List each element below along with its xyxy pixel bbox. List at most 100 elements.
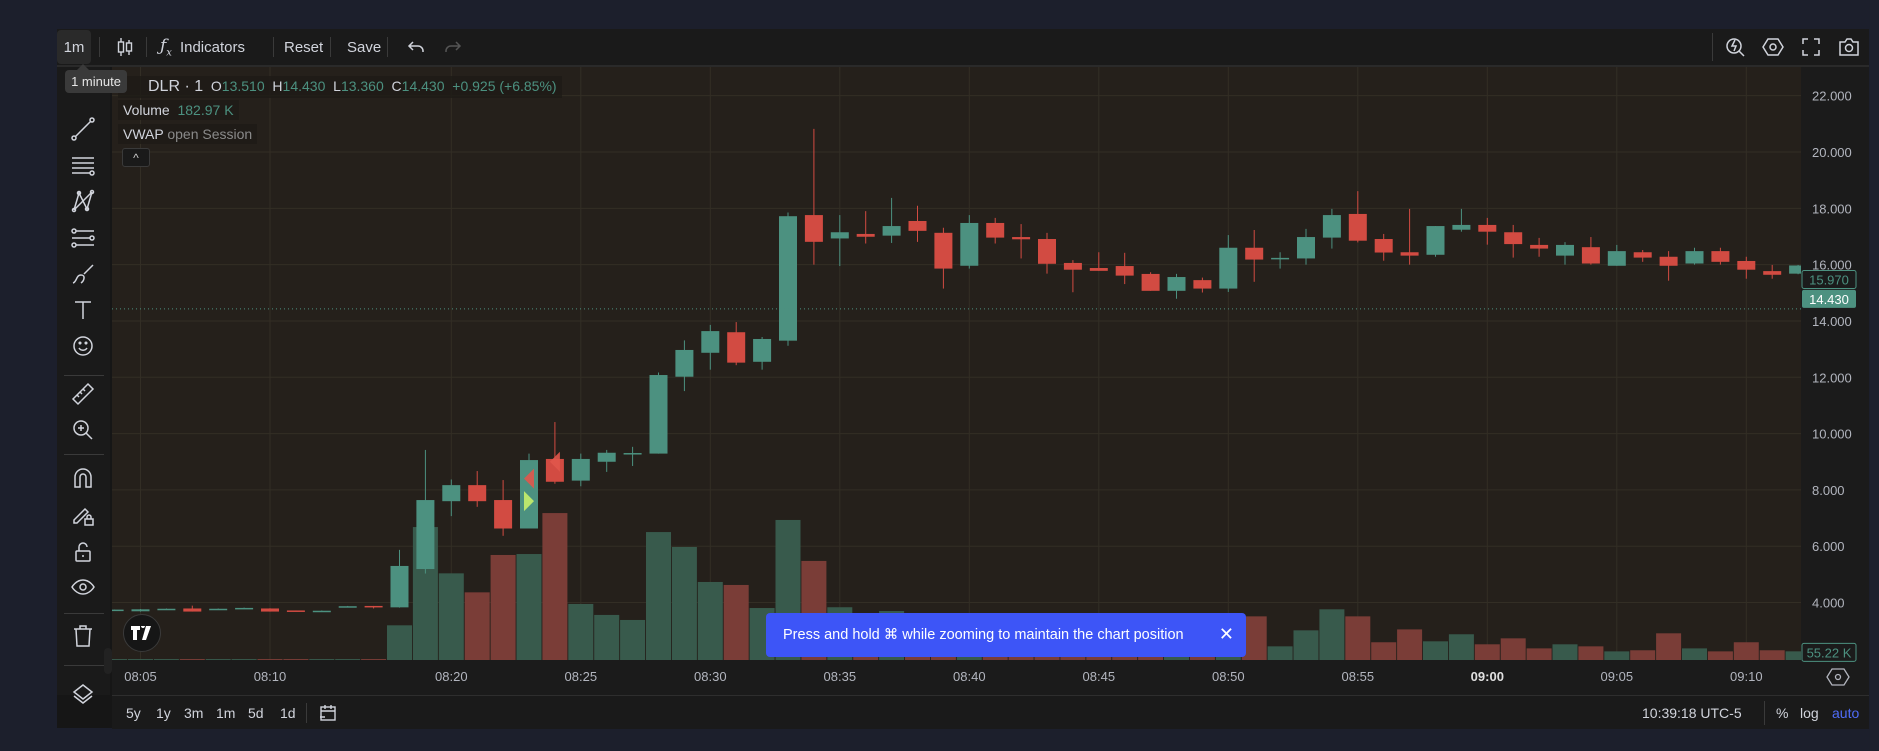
fullscreen-button[interactable] bbox=[1800, 29, 1822, 65]
horizontal-lines-tool[interactable] bbox=[68, 150, 98, 180]
symbol-legend[interactable]: DLR · 1 O13.510 H14.430 L13.360 C14.430 … bbox=[118, 76, 562, 98]
candle-body bbox=[364, 605, 383, 608]
time-tick-label: 08:25 bbox=[565, 669, 598, 684]
pattern-tool[interactable] bbox=[68, 186, 98, 216]
close-label: C bbox=[391, 78, 402, 94]
candle-body bbox=[416, 500, 435, 570]
magnet-tool[interactable] bbox=[68, 463, 98, 493]
interval-label: 1m bbox=[63, 38, 85, 56]
auto-toggle[interactable]: auto bbox=[1832, 704, 1860, 721]
tradingview-logo[interactable] bbox=[123, 614, 161, 652]
fx-icon: ƒx bbox=[160, 35, 172, 59]
axis-settings-icon bbox=[1826, 668, 1850, 686]
vwap-legend[interactable]: VWAP open Session bbox=[118, 124, 258, 144]
price-tick-label: 20.000 bbox=[1812, 145, 1852, 160]
volume-bar bbox=[671, 546, 697, 660]
time-tick-label: 08:45 bbox=[1083, 669, 1116, 684]
volume-bar bbox=[1552, 644, 1578, 660]
range-1m[interactable]: 1m bbox=[216, 704, 236, 721]
volume-bar bbox=[697, 581, 723, 660]
redo-button[interactable] bbox=[444, 29, 462, 65]
toolbar-divider bbox=[64, 375, 104, 376]
volume-bar bbox=[361, 659, 387, 660]
reset-button[interactable]: Reset bbox=[284, 38, 324, 56]
indicators-button[interactable]: ƒx Indicators bbox=[154, 29, 251, 65]
candle-body bbox=[908, 220, 927, 231]
volume-bar bbox=[1682, 648, 1707, 660]
collapse-legend-button[interactable]: ^ bbox=[122, 148, 150, 167]
range-5y[interactable]: 5y bbox=[126, 704, 141, 721]
range-1d[interactable]: 1d bbox=[280, 704, 296, 721]
time-axis[interactable] bbox=[112, 660, 1801, 695]
toolbar-collapse-handle[interactable] bbox=[104, 648, 112, 674]
log-toggle[interactable]: log bbox=[1800, 704, 1819, 721]
range-1y[interactable]: 1y bbox=[156, 704, 171, 721]
volume-bar bbox=[1345, 616, 1371, 660]
save-button[interactable]: Save bbox=[347, 38, 382, 56]
screenshot-button[interactable] bbox=[1838, 29, 1860, 65]
time-tick-label: 08:40 bbox=[953, 669, 986, 684]
text-tool[interactable] bbox=[68, 295, 98, 325]
candle-body bbox=[1245, 247, 1264, 260]
range-3m[interactable]: 3m bbox=[184, 704, 204, 721]
volume-bar bbox=[1526, 648, 1552, 660]
volume-bar bbox=[283, 659, 309, 660]
pattern-icon bbox=[71, 189, 95, 213]
percent-toggle[interactable]: % bbox=[1776, 704, 1789, 721]
zoom-in-tool[interactable] bbox=[68, 415, 98, 445]
brush-tool[interactable] bbox=[68, 259, 98, 289]
volume-bar bbox=[516, 554, 542, 660]
price-axis[interactable] bbox=[1801, 67, 1869, 695]
open-label: O bbox=[210, 78, 222, 94]
fullscreen-icon bbox=[1802, 38, 1820, 56]
indicators-label: Indicators bbox=[179, 38, 245, 56]
volume-bar bbox=[1707, 651, 1733, 660]
candle-body bbox=[1038, 239, 1056, 264]
candle-body bbox=[986, 222, 1005, 238]
lock-drawings-tool[interactable] bbox=[68, 500, 98, 530]
time-tick-label: 08:35 bbox=[824, 669, 857, 684]
trend-line-tool[interactable] bbox=[68, 114, 98, 144]
volume-bar bbox=[1474, 644, 1500, 660]
candle-body bbox=[1607, 251, 1626, 266]
candle-body bbox=[1633, 252, 1652, 258]
volume-bar bbox=[1319, 609, 1345, 660]
volume-legend[interactable]: Volume 182.97 K bbox=[118, 100, 239, 120]
candle-body bbox=[597, 452, 616, 462]
unlock-tool[interactable] bbox=[68, 537, 98, 567]
undo-icon bbox=[407, 41, 424, 52]
volume-bar bbox=[231, 659, 257, 660]
unlock-icon bbox=[75, 542, 91, 562]
settings-icon bbox=[1762, 38, 1784, 56]
candle-body bbox=[727, 332, 746, 363]
fib-tool[interactable] bbox=[68, 223, 98, 253]
candle-body bbox=[1271, 257, 1290, 260]
ruler-icon bbox=[71, 382, 95, 406]
range-5d[interactable]: 5d bbox=[248, 704, 264, 721]
object-tree-tool[interactable] bbox=[68, 680, 98, 710]
hide-drawings-tool[interactable] bbox=[68, 572, 98, 602]
trend-line-icon bbox=[71, 117, 95, 141]
candle-body bbox=[112, 609, 124, 612]
ruler-tool[interactable] bbox=[68, 379, 98, 409]
candle-body bbox=[1426, 226, 1445, 255]
settings-button[interactable] bbox=[1762, 29, 1784, 65]
vwap-args: open Session bbox=[167, 126, 253, 142]
close-toast-button[interactable]: ✕ bbox=[1218, 624, 1234, 644]
quick-search-button[interactable] bbox=[1724, 29, 1746, 65]
emoji-tool[interactable] bbox=[68, 331, 98, 361]
volume-bar bbox=[309, 659, 335, 660]
interval-button[interactable]: 1m bbox=[57, 30, 91, 64]
go-to-date-button[interactable] bbox=[318, 696, 338, 729]
clock-timezone[interactable]: 10:39:18 UTC-5 bbox=[1642, 704, 1742, 721]
remove-drawings-tool[interactable] bbox=[68, 621, 98, 651]
price-tick-label: 10.000 bbox=[1812, 427, 1852, 442]
candle-body bbox=[1374, 239, 1393, 253]
undo-button[interactable] bbox=[407, 29, 425, 65]
camera-icon bbox=[1839, 38, 1859, 56]
chart-type-button[interactable] bbox=[115, 29, 135, 65]
candle-body bbox=[494, 500, 513, 529]
toolbar-divider bbox=[64, 613, 104, 614]
candle-body bbox=[571, 458, 590, 481]
